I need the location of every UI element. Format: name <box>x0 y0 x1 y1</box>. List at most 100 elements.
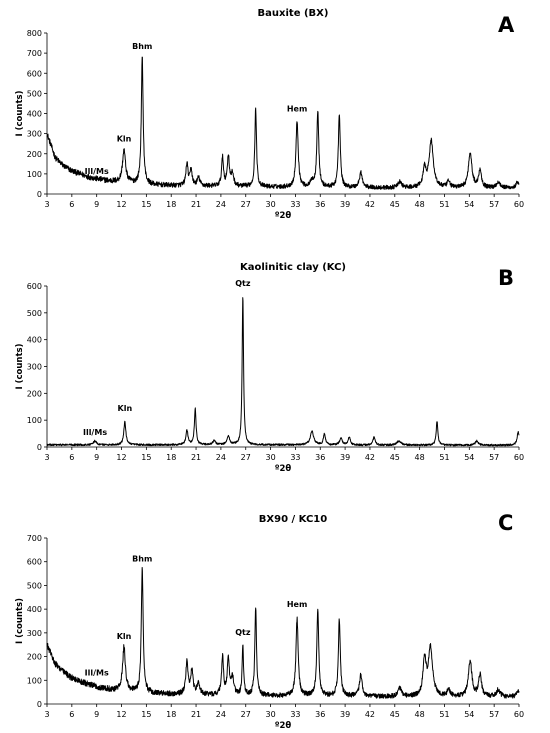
x-tick-label: 18 <box>166 453 176 462</box>
y-tick-label: 400 <box>27 605 42 614</box>
x-tick-label: 21 <box>191 453 201 462</box>
y-tick-label: 0 <box>37 700 42 709</box>
x-tick-label: 54 <box>464 200 474 209</box>
x-tick-label: 21 <box>191 710 201 719</box>
phase-annotation: Kln <box>117 632 132 641</box>
x-tick-label: 30 <box>265 710 275 719</box>
panel-label: A <box>498 13 515 37</box>
y-tick-label: 600 <box>27 558 42 567</box>
y-tick-label: 400 <box>27 110 42 119</box>
x-axis-label: º2θ <box>275 721 292 731</box>
x-tick-label: 48 <box>415 453 425 462</box>
panel-label: B <box>498 266 514 290</box>
x-tick-label: 33 <box>290 453 300 462</box>
y-axis-label: I (counts) <box>15 343 25 389</box>
y-tick-label: 500 <box>27 309 42 318</box>
x-tick-label: 3 <box>44 200 49 209</box>
panel-label: C <box>498 511 513 535</box>
y-tick-label: 500 <box>27 581 42 590</box>
x-tick-label: 6 <box>69 200 74 209</box>
x-tick-label: 57 <box>489 453 499 462</box>
phase-annotation: Qtz <box>235 279 251 288</box>
y-tick-label: 600 <box>27 282 42 291</box>
xrd-pattern-line <box>46 566 520 699</box>
x-tick-label: 48 <box>415 200 425 209</box>
x-tick-label: 24 <box>216 710 226 719</box>
x-tick-label: 60 <box>514 200 524 209</box>
x-tick-label: 36 <box>315 710 325 719</box>
y-axis-label: I (counts) <box>15 598 25 644</box>
x-tick-label: 60 <box>514 710 524 719</box>
x-tick-label: 30 <box>265 200 275 209</box>
phase-annotation: Ill/Ms <box>85 167 109 176</box>
x-tick-label: 45 <box>390 200 400 209</box>
chart-title: Kaolinitic clay (KC) <box>240 262 346 273</box>
x-tick-label: 54 <box>464 710 474 719</box>
x-tick-label: 57 <box>489 710 499 719</box>
x-tick-label: 45 <box>390 453 400 462</box>
phase-annotation: Hem <box>287 600 307 609</box>
x-tick-label: 33 <box>290 200 300 209</box>
x-tick-label: 15 <box>141 710 151 719</box>
y-tick-label: 300 <box>27 363 42 372</box>
phase-annotation: Ill/Ms <box>85 669 109 678</box>
phase-annotation: Hem <box>287 104 307 113</box>
x-tick-label: 27 <box>241 710 251 719</box>
chart-panel-b: Kaolinitic clay (KC) B 0 100 200 300 400 500 600… <box>15 262 524 474</box>
x-axis-label: º2θ <box>275 211 292 221</box>
y-tick-label: 300 <box>27 629 42 638</box>
x-tick-label: 39 <box>340 453 350 462</box>
y-axis-label: I (counts) <box>15 90 25 136</box>
x-tick-label: 6 <box>69 453 74 462</box>
x-axis-label: º2θ <box>275 464 292 474</box>
x-tick-label: 21 <box>191 200 201 209</box>
x-tick-label: 57 <box>489 200 499 209</box>
x-tick-label: 15 <box>141 200 151 209</box>
x-tick-label: 48 <box>415 710 425 719</box>
x-tick-label: 12 <box>116 200 126 209</box>
y-tick-label: 100 <box>27 416 42 425</box>
x-tick-label: 60 <box>514 453 524 462</box>
x-tick-label: 12 <box>116 710 126 719</box>
x-tick-label: 9 <box>94 453 99 462</box>
phase-annotation: Bhm <box>132 555 152 564</box>
y-tick-label: 500 <box>27 89 42 98</box>
x-tick-label: 18 <box>166 710 176 719</box>
x-tick-label: 24 <box>216 200 226 209</box>
x-tick-label: 3 <box>44 453 49 462</box>
x-tick-label: 39 <box>340 710 350 719</box>
y-tick-label: 200 <box>27 150 42 159</box>
phase-annotation: Kln <box>118 404 133 413</box>
phase-annotation: Kln <box>117 135 132 144</box>
phase-annotation: Bhm <box>132 42 152 51</box>
xrd-pattern-line <box>46 297 520 447</box>
x-tick-label: 27 <box>241 453 251 462</box>
x-tick-label: 42 <box>365 200 375 209</box>
x-tick-label: 33 <box>290 710 300 719</box>
x-tick-label: 42 <box>365 710 375 719</box>
x-tick-label: 36 <box>315 453 325 462</box>
x-tick-label: 30 <box>265 453 275 462</box>
x-tick-label: 3 <box>44 710 49 719</box>
y-tick-label: 800 <box>27 29 42 38</box>
x-tick-label: 6 <box>69 710 74 719</box>
x-tick-label: 24 <box>216 453 226 462</box>
y-tick-label: 400 <box>27 336 42 345</box>
y-tick-label: 700 <box>27 49 42 58</box>
x-tick-label: 39 <box>340 200 350 209</box>
y-tick-label: 700 <box>27 534 42 543</box>
x-tick-label: 36 <box>315 200 325 209</box>
chart-title: Bauxite (BX) <box>258 8 329 19</box>
x-tick-label: 51 <box>439 200 449 209</box>
y-tick-label: 0 <box>37 443 42 452</box>
x-tick-label: 18 <box>166 200 176 209</box>
xrd-pattern-line <box>46 56 520 190</box>
phase-annotation: Qtz <box>235 628 251 637</box>
x-tick-label: 45 <box>390 710 400 719</box>
y-tick-label: 200 <box>27 389 42 398</box>
x-tick-label: 9 <box>94 710 99 719</box>
y-tick-label: 100 <box>27 676 42 685</box>
y-tick-label: 0 <box>37 190 42 199</box>
